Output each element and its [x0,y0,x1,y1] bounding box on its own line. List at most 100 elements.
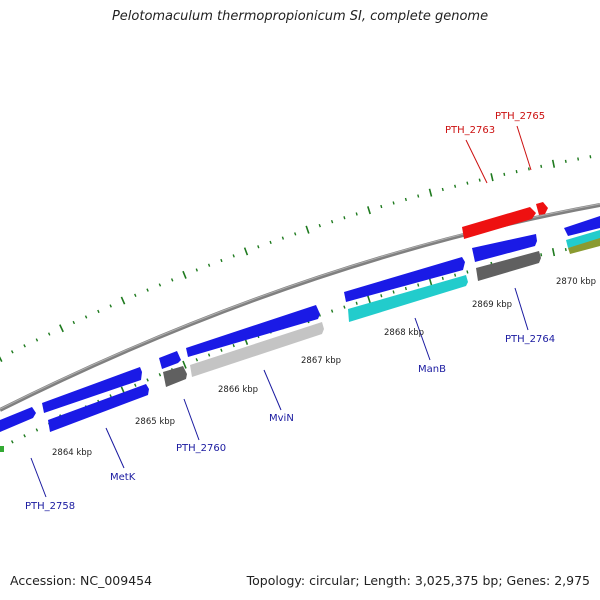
minor-tick [404,197,407,202]
genome-summary-text: Topology: circular; Length: 3,025,375 bp… [246,573,590,588]
gene-PTH_2760[interactable] [163,366,187,387]
minor-tick [158,283,162,287]
tick-ring-inner [0,243,592,452]
minor-tick [134,383,137,387]
minor-tick [146,378,149,382]
minor-tick [220,348,223,352]
gene-PTH_2765[interactable] [536,202,548,215]
gene-left-edge-green[interactable] [0,446,4,452]
gene-MviN-upper[interactable] [186,305,320,357]
minor-tick [454,273,457,277]
minor-tick [540,253,543,257]
gene-PTH_2764[interactable] [476,251,541,281]
minor-tick [540,164,543,168]
gene-label[interactable]: MviN [269,413,294,424]
minor-tick [220,258,223,263]
minor-tick [195,268,198,272]
minor-tick [35,428,39,432]
genome-title: Pelotomaculum thermopropionicum SI, comp… [111,9,489,24]
gene-label[interactable]: PTH_2763 [445,125,495,136]
gene-MetK-lower[interactable] [48,384,149,432]
minor-tick [195,358,199,362]
major-tick [367,295,371,304]
gene-right-edge-cyan[interactable] [566,230,600,248]
minor-tick [158,373,162,377]
gene-PTH_2760-upper[interactable] [159,351,181,369]
minor-tick [380,204,383,209]
major-tick [490,173,494,182]
minor-tick [392,201,395,205]
major-tick [0,356,3,362]
scale-label: 2870 kbp [556,277,596,287]
scale-label: 2865 kbp [135,417,175,427]
minor-tick [330,309,334,313]
scale-label: 2869 kbp [472,300,512,310]
minor-tick [466,270,469,274]
gene-PTH_2763[interactable] [462,207,536,239]
major-tick [120,296,126,305]
minor-tick [47,332,51,336]
gene-PTH_2758[interactable] [0,407,36,432]
minor-tick [503,172,506,176]
gene-label[interactable]: ManB [418,364,446,375]
gene-MviN[interactable] [190,322,324,377]
gene-right-edge-olive[interactable] [568,238,600,254]
minor-tick [146,288,149,292]
major-tick [428,188,433,197]
scale-label: 2868 kbp [384,328,424,338]
minor-tick [318,223,321,228]
gene-label[interactable]: PTH_2758 [25,501,75,512]
minor-tick [417,283,420,287]
minor-tick [577,157,580,161]
minor-tick [232,254,235,258]
minor-tick [355,301,358,305]
major-tick [182,360,187,369]
minor-tick [527,167,530,171]
major-tick [182,270,187,279]
gene-right-edge-blue[interactable] [564,216,600,236]
minor-tick [207,263,211,267]
scale-label: 2866 kbp [218,385,258,395]
gene-PTH_2764-upper[interactable] [472,234,537,262]
minor-tick [269,240,272,245]
minor-tick [35,338,39,342]
minor-tick [564,247,567,252]
minor-tick [84,315,88,319]
minor-tick [134,293,137,297]
gene-ManB-upper[interactable] [344,257,465,302]
scale-label: 2864 kbp [52,448,92,458]
minor-tick [417,194,420,198]
major-tick [551,248,556,257]
minor-tick [257,245,260,249]
minor-tick [294,232,297,236]
gene-MetK-upper[interactable] [42,367,142,413]
major-tick [367,206,371,215]
minor-tick [72,320,76,325]
gene-label[interactable]: PTH_2760 [176,443,226,454]
minor-tick [10,350,14,354]
minor-tick [441,276,444,280]
minor-tick [441,187,444,192]
minor-tick [564,159,567,163]
minor-tick [589,155,592,159]
minor-tick [207,353,211,357]
major-tick [243,247,249,256]
gene-ManB[interactable] [348,275,468,322]
minor-tick [330,219,334,224]
gene-label[interactable]: PTH_2764 [505,334,555,345]
major-tick [551,159,556,168]
minor-tick [404,286,407,291]
major-tick [59,324,64,333]
minor-tick [355,212,358,216]
minor-tick [109,304,112,308]
accession-text: Accession: NC_009454 [10,573,153,588]
gene-label[interactable]: PTH_2765 [495,111,545,122]
minor-tick [23,344,26,348]
minor-tick [466,181,469,185]
scale-label: 2867 kbp [301,356,341,366]
minor-tick [97,309,100,314]
minor-tick [478,178,481,182]
gene-label[interactable]: MetK [110,472,136,483]
tick-ring-outer [0,155,592,362]
